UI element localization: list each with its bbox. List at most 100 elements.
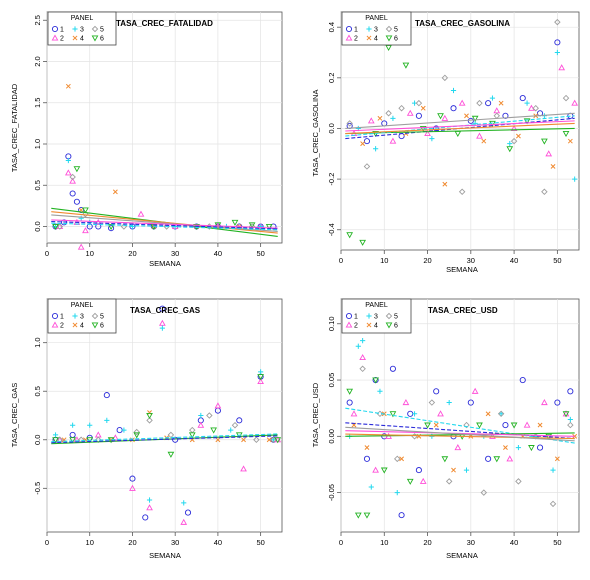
legend-label: 4 <box>374 323 378 330</box>
data-point <box>197 421 205 428</box>
legend-label: 5 <box>394 27 398 34</box>
legend-title: PANEL <box>71 302 94 309</box>
x-tick-label: 30 <box>171 538 179 547</box>
data-point <box>359 239 367 246</box>
x-tick-label: 50 <box>553 538 561 547</box>
data-point <box>231 421 239 429</box>
data-point <box>133 428 140 436</box>
data-point <box>562 94 570 102</box>
x-axis-label: SEMANA <box>446 551 478 560</box>
data-point <box>567 416 573 423</box>
x-tick-label: 40 <box>510 538 518 547</box>
data-point <box>441 456 449 463</box>
legend-marker <box>72 35 78 41</box>
data-point <box>476 132 483 139</box>
data-point <box>146 497 153 503</box>
data-point <box>214 402 222 409</box>
y-tick-label: 0.4 <box>327 22 336 32</box>
data-point <box>377 388 383 394</box>
data-point <box>241 437 246 443</box>
data-point <box>567 388 574 395</box>
data-point <box>515 478 522 485</box>
data-point <box>545 150 553 157</box>
y-tick-label: 0.2 <box>327 73 336 83</box>
data-point <box>359 354 367 361</box>
data-point <box>188 432 196 439</box>
legend-marker <box>345 34 353 41</box>
data-point <box>437 410 444 417</box>
data-point <box>363 138 371 145</box>
data-point <box>274 437 282 444</box>
y-tick-label: -0.5 <box>33 482 42 495</box>
y-tick-label: 0.10 <box>327 316 336 331</box>
y-tick-label: 0.0 <box>33 221 42 231</box>
data-point <box>458 188 466 196</box>
data-point <box>572 176 578 182</box>
chart-title: TASA_CREC_USD <box>428 306 498 315</box>
y-tick-label: -0.05 <box>327 484 336 501</box>
data-point <box>108 225 115 232</box>
y-tick-label: -0.2 <box>327 173 336 186</box>
legend-label: 5 <box>100 314 104 321</box>
legend-title: PANEL <box>71 15 94 22</box>
data-point <box>541 188 548 196</box>
data-point <box>82 227 89 234</box>
legend-label: 1 <box>354 27 358 34</box>
legend-box <box>47 298 117 334</box>
data-point <box>206 412 213 419</box>
legend-box <box>47 11 117 46</box>
trend-line <box>51 435 278 444</box>
data-point <box>532 104 539 112</box>
legend-label: 6 <box>394 36 398 43</box>
legend-marker <box>91 25 99 33</box>
y-tick-label: 0.05 <box>327 373 336 388</box>
data-point <box>541 399 548 406</box>
data-point <box>360 141 366 147</box>
trend-line <box>345 426 575 442</box>
data-point <box>562 131 570 138</box>
legend-label: 3 <box>374 314 378 321</box>
series-6 <box>346 44 570 246</box>
legend-label: 5 <box>394 314 398 321</box>
legend-label: 4 <box>80 36 84 43</box>
x-tick-label: 30 <box>467 256 475 265</box>
data-point <box>364 445 370 451</box>
data-point <box>363 163 371 170</box>
legend-label: 2 <box>354 36 358 43</box>
data-point <box>236 417 243 424</box>
legend-label: 4 <box>80 323 84 330</box>
data-point <box>70 422 76 428</box>
data-point <box>359 365 366 373</box>
data-point <box>167 451 175 458</box>
legend-marker <box>385 322 393 329</box>
data-point <box>87 422 93 428</box>
trend-line <box>345 407 575 444</box>
data-point <box>69 190 76 197</box>
data-point <box>523 421 531 428</box>
chart-panel: 0 10 20 30 40 50 -0.05 0.00 0.05 0.10 SEMANA TASA_C… <box>311 298 580 560</box>
data-point <box>424 130 431 137</box>
data-point <box>240 465 247 472</box>
data-point <box>523 118 531 125</box>
legend-marker <box>51 34 59 41</box>
data-point <box>424 422 431 429</box>
data-point <box>415 112 422 119</box>
data-point <box>437 113 444 120</box>
data-point <box>215 437 221 443</box>
data-point <box>411 411 418 417</box>
data-point <box>350 410 358 417</box>
data-point <box>480 489 488 496</box>
data-point <box>445 478 453 485</box>
data-point <box>354 512 362 519</box>
y-tick-label: 0.0 <box>327 123 336 133</box>
y-axis-label: TASA_CREC_USD <box>311 382 320 447</box>
data-point <box>515 444 522 451</box>
data-point <box>498 411 504 417</box>
legend-marker <box>366 322 372 328</box>
data-point <box>441 74 449 82</box>
trend-line <box>345 432 575 437</box>
data-point <box>380 467 388 474</box>
data-point <box>346 232 354 239</box>
x-tick-label: 10 <box>380 538 388 547</box>
